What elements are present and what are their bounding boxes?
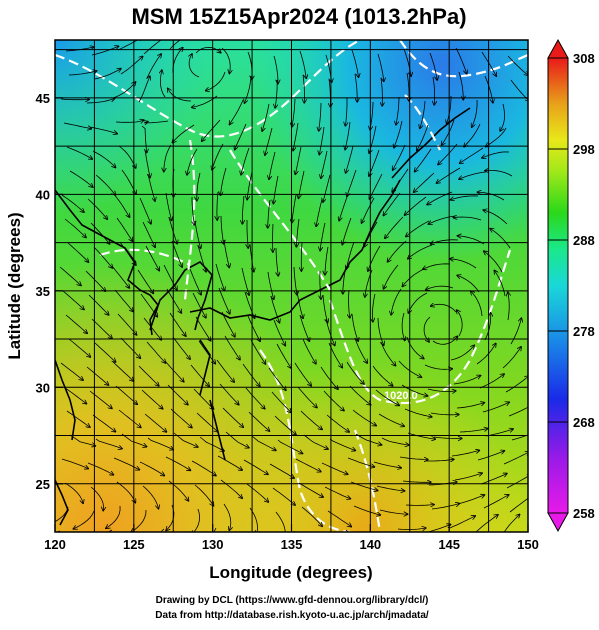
x-tick-label: 145 bbox=[438, 537, 460, 552]
colorbar: 258 268 278 288 298 308 bbox=[548, 40, 595, 531]
y-tick-label: 35 bbox=[36, 284, 50, 299]
y-tick-label: 45 bbox=[36, 91, 50, 106]
contour-label: 1020.0 bbox=[384, 390, 418, 402]
y-axis-label: Latitude (degrees) bbox=[5, 212, 24, 359]
streamline bbox=[346, 530, 357, 553]
x-tick-label: 130 bbox=[202, 537, 224, 552]
map-title: MSM 15Z15Apr2024 (1013.2hPa) bbox=[131, 4, 466, 29]
colorbar-tick-label: 288 bbox=[573, 233, 595, 248]
x-tick-label: 140 bbox=[359, 537, 381, 552]
x-axis-label: Longitude (degrees) bbox=[209, 563, 372, 582]
colorbar-tick-label: 298 bbox=[573, 142, 595, 157]
colorbar-min-arrow bbox=[548, 513, 568, 531]
x-tick-label: 120 bbox=[44, 537, 66, 552]
x-tick-label: 125 bbox=[123, 537, 145, 552]
streamline bbox=[248, 536, 268, 555]
colorbar-scale bbox=[548, 58, 568, 513]
colorbar-tick-label: 308 bbox=[573, 51, 595, 66]
streamline bbox=[307, 535, 320, 557]
colorbar-tick-label: 258 bbox=[573, 506, 595, 521]
x-tick-label: 135 bbox=[281, 537, 303, 552]
y-tick-label: 30 bbox=[36, 380, 50, 395]
y-tick-label: 25 bbox=[36, 477, 50, 492]
y-tick-label: 40 bbox=[36, 187, 50, 202]
colorbar-tick-label: 278 bbox=[573, 324, 595, 339]
x-tick-label: 150 bbox=[517, 537, 539, 552]
colorbar-tick-label: 268 bbox=[573, 415, 595, 430]
plot-area: 1020.0 bbox=[33, 34, 538, 558]
streamline bbox=[222, 532, 242, 551]
credit-drawing: Drawing by DCL (https://www.gfd-dennou.o… bbox=[156, 595, 429, 606]
streamline bbox=[167, 533, 191, 548]
colorbar-max-arrow bbox=[548, 40, 568, 58]
credit-data-source: Data from http://database.rish.kyoto-u.a… bbox=[155, 610, 429, 621]
